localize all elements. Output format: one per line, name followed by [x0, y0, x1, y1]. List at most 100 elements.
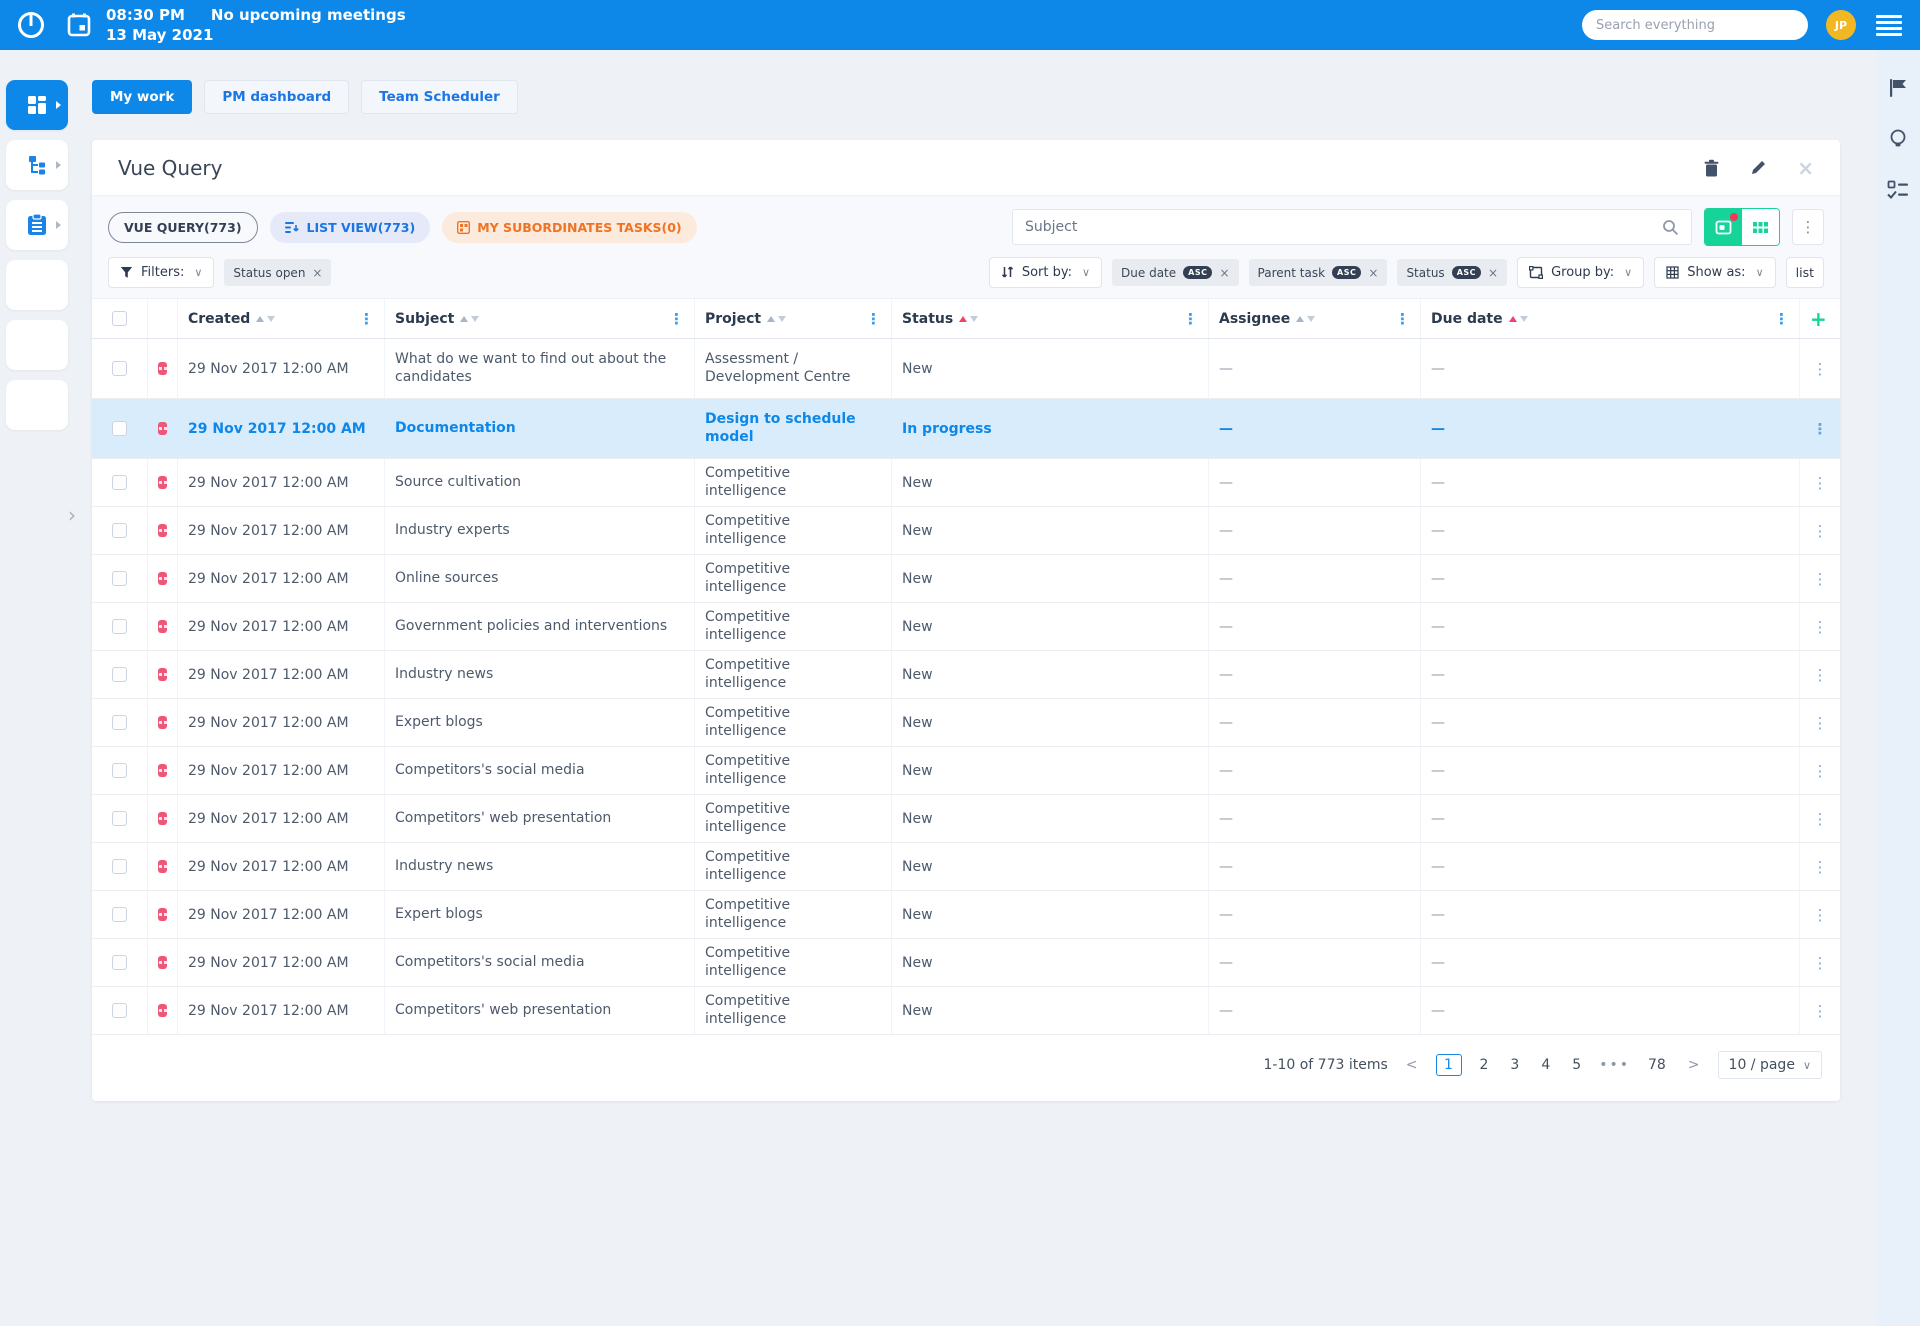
add-column-icon[interactable]: +	[1810, 306, 1827, 331]
row-subject[interactable]: Industry news	[385, 651, 695, 698]
row-subject[interactable]: Documentation	[385, 399, 695, 458]
app-logo-icon[interactable]	[16, 10, 46, 40]
remove-chip-icon[interactable]: ×	[1219, 265, 1230, 280]
tab-team-scheduler[interactable]: Team Scheduler	[361, 80, 518, 114]
row-checkbox[interactable]	[112, 859, 127, 874]
row-checkbox[interactable]	[112, 361, 127, 376]
row-checkbox[interactable]	[112, 571, 127, 586]
column-menu-icon[interactable]: ⋮	[669, 309, 684, 328]
sort-desc-icon[interactable]	[1307, 315, 1316, 322]
sidebar-expander-chevron[interactable]: ›	[68, 503, 76, 527]
column-menu-icon[interactable]: ⋮	[1774, 309, 1789, 328]
next-page-icon[interactable]: >	[1687, 1057, 1700, 1073]
group-by-dropdown[interactable]: Group by: ∨	[1517, 257, 1645, 288]
column-menu-icon[interactable]: ⋮	[359, 309, 374, 328]
column-header-project[interactable]: Project ⋮	[695, 299, 892, 338]
row-subject[interactable]: What do we want to find out about the ca…	[385, 339, 695, 398]
column-header-assignee[interactable]: Assignee ⋮	[1209, 299, 1421, 338]
menu-icon[interactable]	[1874, 11, 1904, 40]
sort-chip[interactable]: Due date ASC ×	[1112, 259, 1239, 286]
row-menu-icon[interactable]: ⋮	[1812, 1001, 1828, 1020]
row-menu-icon[interactable]: ⋮	[1812, 905, 1828, 924]
row-subject[interactable]: Expert blogs	[385, 699, 695, 746]
table-row[interactable]: 29 Nov 2017 12:00 AM Online sources Compet…	[92, 555, 1840, 603]
row-project[interactable]: Design to schedule model	[695, 399, 892, 458]
subject-filter-field[interactable]	[1012, 209, 1692, 245]
table-row[interactable]: 29 Nov 2017 12:00 AM Government policies …	[92, 603, 1840, 651]
row-subject[interactable]: Competitors' web presentation	[385, 795, 695, 842]
row-checkbox[interactable]	[112, 907, 127, 922]
table-row[interactable]: 29 Nov 2017 12:00 AM Competitors' web pre…	[92, 987, 1840, 1035]
table-row[interactable]: 29 Nov 2017 12:00 AM Industry experts Comp…	[92, 507, 1840, 555]
page-number-2[interactable]: 2	[1479, 1057, 1489, 1073]
row-menu-icon[interactable]: ⋮	[1812, 521, 1828, 540]
row-project[interactable]: Competitive intelligence	[695, 891, 892, 938]
sidebar-item-tasks[interactable]	[6, 200, 68, 250]
sort-asc-icon[interactable]	[1296, 315, 1305, 322]
remove-chip-icon[interactable]: ×	[1368, 265, 1379, 280]
row-menu-icon[interactable]: ⋮	[1812, 761, 1828, 780]
close-icon[interactable]: ×	[1797, 155, 1814, 180]
row-project[interactable]: Competitive intelligence	[695, 459, 892, 506]
row-project[interactable]: Competitive intelligence	[695, 843, 892, 890]
row-project[interactable]: Competitive intelligence	[695, 747, 892, 794]
row-checkbox[interactable]	[112, 811, 127, 826]
delete-icon[interactable]	[1703, 159, 1720, 177]
row-menu-icon[interactable]: ⋮	[1812, 809, 1828, 828]
row-checkbox[interactable]	[112, 667, 127, 682]
row-menu-icon[interactable]: ⋮	[1812, 569, 1828, 588]
table-row[interactable]: 29 Nov 2017 12:00 AM Competitors's social…	[92, 747, 1840, 795]
sidebar-item-empty-2[interactable]	[6, 320, 68, 370]
sort-desc-icon[interactable]	[970, 315, 979, 322]
column-header-due-date[interactable]: Due date ⋮	[1421, 299, 1800, 338]
sidebar-item-empty-1[interactable]	[6, 260, 68, 310]
show-as-dropdown[interactable]: Show as: ∨	[1654, 257, 1776, 288]
row-checkbox[interactable]	[112, 619, 127, 634]
table-row[interactable]: 29 Nov 2017 12:00 AM Industry news Competi…	[92, 651, 1840, 699]
sort-asc-icon[interactable]	[1508, 315, 1517, 322]
view-pill-list-view[interactable]: LIST VIEW(773)	[269, 211, 431, 243]
select-all-checkbox[interactable]	[112, 311, 127, 326]
save-board-button[interactable]	[1705, 209, 1742, 245]
table-row[interactable]: 29 Nov 2017 12:00 AM Competitors' web pre…	[92, 795, 1840, 843]
row-menu-icon[interactable]: ⋮	[1812, 713, 1828, 732]
table-row[interactable]: 29 Nov 2017 12:00 AM Competitors's social…	[92, 939, 1840, 987]
sort-asc-icon[interactable]	[767, 315, 776, 322]
filter-chip-status-open[interactable]: Status open ×	[224, 259, 332, 286]
sort-arrows-icon[interactable]	[1508, 315, 1528, 322]
row-project[interactable]: Competitive intelligence	[695, 651, 892, 698]
sort-desc-icon[interactable]	[1519, 315, 1528, 322]
row-checkbox[interactable]	[112, 715, 127, 730]
tab-pm-dashboard[interactable]: PM dashboard	[204, 80, 350, 114]
row-checkbox[interactable]	[112, 475, 127, 490]
row-subject[interactable]: Online sources	[385, 555, 695, 602]
remove-chip-icon[interactable]: ×	[312, 265, 323, 280]
page-size-select[interactable]: 10 / page ∨	[1717, 1051, 1822, 1079]
row-checkbox[interactable]	[112, 421, 127, 436]
column-menu-icon[interactable]: ⋮	[1183, 309, 1198, 328]
sort-desc-icon[interactable]	[267, 315, 276, 322]
sort-arrows-icon[interactable]	[959, 315, 979, 322]
sort-arrows-icon[interactable]	[1296, 315, 1316, 322]
page-number-3[interactable]: 3	[1510, 1057, 1520, 1073]
subject-filter-input[interactable]	[1025, 219, 1662, 235]
row-checkbox[interactable]	[112, 955, 127, 970]
row-checkbox[interactable]	[112, 523, 127, 538]
row-subject[interactable]: Competitors's social media	[385, 939, 695, 986]
avatar[interactable]: JP	[1826, 10, 1856, 40]
page-number-1[interactable]: 1	[1435, 1054, 1462, 1076]
calendar-icon[interactable]	[66, 12, 92, 38]
row-menu-icon[interactable]: ⋮	[1812, 953, 1828, 972]
row-project[interactable]: Competitive intelligence	[695, 603, 892, 650]
global-search-input[interactable]	[1596, 17, 1794, 33]
sort-asc-icon[interactable]	[256, 315, 265, 322]
view-pill-vue-query[interactable]: VUE QUERY(773)	[108, 211, 258, 243]
sort-chip[interactable]: Parent task ASC ×	[1248, 259, 1388, 286]
sort-asc-icon[interactable]	[959, 315, 968, 322]
table-row[interactable]: 29 Nov 2017 12:00 AM What do we want to f…	[92, 339, 1840, 399]
toolbar-more-icon[interactable]: ⋮	[1792, 209, 1824, 245]
row-project[interactable]: Competitive intelligence	[695, 939, 892, 986]
row-project[interactable]: Competitive intelligence	[695, 507, 892, 554]
tab-my-work[interactable]: My work	[92, 80, 193, 114]
column-header-created[interactable]: Created ⋮	[178, 299, 385, 338]
